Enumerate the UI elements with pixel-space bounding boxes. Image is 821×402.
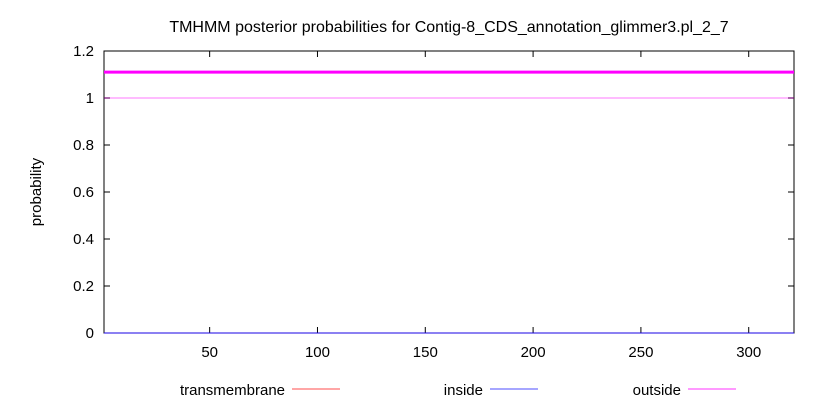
x-tick-label: 300 [736,344,761,361]
series-layer [104,70,794,334]
y-tick-label: 0.2 [73,278,94,295]
y-tick-label: 0 [86,325,94,342]
y-axis-label: probability [28,157,45,226]
chart-title: TMHMM posterior probabilities for Contig… [169,19,728,36]
x-axis: 50 100 150 200 250 300 [201,51,761,361]
x-tick-label: 100 [305,344,330,361]
y-tick-label: 1 [86,90,94,107]
y-tick-label: 0.6 [73,184,94,201]
x-tick-label: 200 [521,344,546,361]
y-axis: 0 0.2 0.4 0.6 0.8 1 1.2 [73,43,794,342]
y-tick-label: 0.8 [73,137,94,154]
y-tick-label: 1.2 [73,43,94,60]
x-tick-label: 50 [201,344,218,361]
plot-area: 0 0.2 0.4 0.6 0.8 1 1.2 50 100 150 200 250 300 [73,43,795,361]
x-tick-label: 250 [628,344,653,361]
x-tick-label: 150 [413,344,438,361]
legend-label-inside: inside [444,382,483,399]
plot-frame [103,50,795,334]
legend: transmembrane inside outside [180,382,736,399]
legend-label-transmembrane: transmembrane [180,382,285,399]
legend-label-outside: outside [633,382,681,399]
y-tick-label: 0.4 [73,231,94,248]
